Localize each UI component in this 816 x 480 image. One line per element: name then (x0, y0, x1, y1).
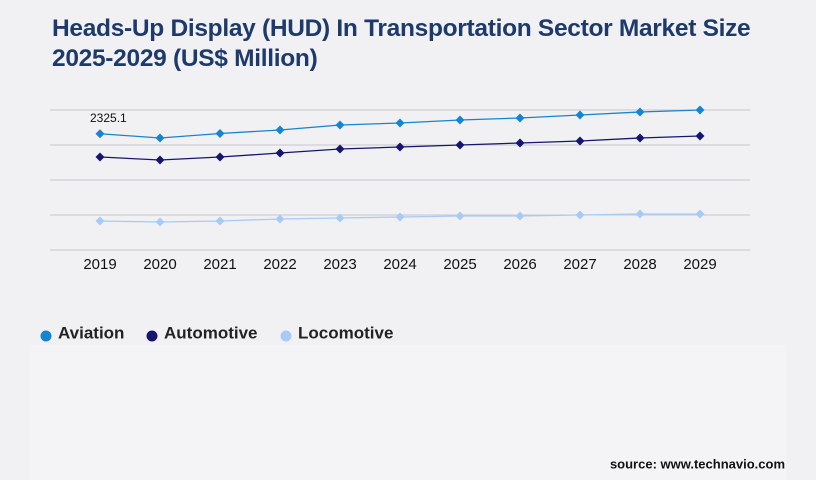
point (155, 217, 165, 227)
point (95, 152, 105, 162)
legend-marker (280, 330, 292, 342)
point (395, 142, 405, 152)
point (335, 144, 345, 154)
point (455, 211, 465, 221)
point (395, 118, 405, 128)
legend-label: Automotive (164, 323, 258, 342)
x-tick-label: 2029 (683, 256, 716, 273)
point (695, 131, 705, 141)
point (695, 105, 705, 115)
point (395, 212, 405, 222)
point (215, 152, 225, 162)
point (575, 110, 585, 120)
point (455, 140, 465, 150)
legend-label: Locomotive (298, 323, 393, 342)
point (515, 138, 525, 148)
point (335, 213, 345, 223)
chart-title: Heads-Up Display (HUD) In Transportation… (52, 15, 751, 72)
point (575, 210, 585, 220)
point (635, 209, 645, 219)
x-tick-label: 2022 (263, 256, 296, 273)
point (275, 125, 285, 135)
x-tick-label: 2020 (143, 256, 176, 273)
point (575, 136, 585, 146)
x-tick-label: 2021 (203, 256, 236, 273)
point (215, 129, 225, 138)
legend-marker (146, 330, 158, 342)
point (275, 214, 285, 224)
point (455, 115, 465, 125)
x-tick-label: 2028 (623, 256, 656, 273)
data-label: 2325.1 (90, 111, 127, 125)
point (215, 216, 225, 226)
x-tick-label: 2019 (83, 256, 116, 273)
x-tick-label: 2026 (503, 256, 536, 273)
point (155, 133, 165, 143)
x-tick-label: 2024 (383, 256, 416, 273)
point (275, 148, 285, 158)
point (695, 209, 705, 219)
point (635, 133, 645, 143)
x-tick-label: 2027 (563, 256, 596, 273)
point (155, 155, 165, 165)
point (515, 211, 525, 221)
point (95, 216, 105, 226)
x-tick-label: 2023 (323, 256, 356, 273)
legend-label: Aviation (58, 323, 124, 342)
point (635, 107, 645, 117)
point (95, 129, 105, 139)
point (335, 120, 345, 130)
legend-marker (40, 330, 52, 342)
point (515, 113, 525, 123)
legend-panel (30, 345, 786, 480)
x-tick-label: 2025 (443, 256, 476, 273)
source: source: www.technavio.com (610, 456, 785, 471)
